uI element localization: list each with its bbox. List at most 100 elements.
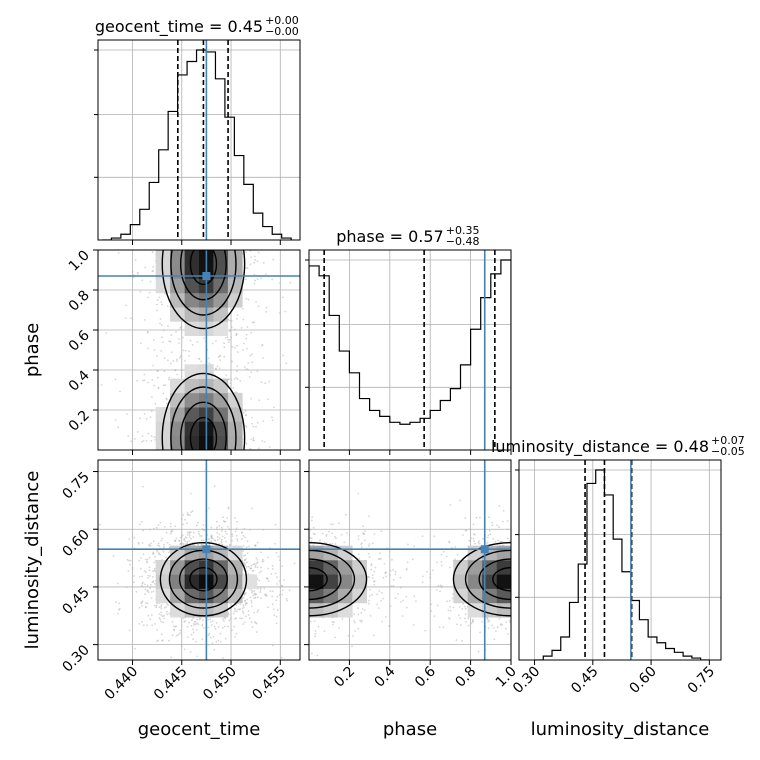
sample-point <box>149 528 151 531</box>
sample-point <box>163 614 165 617</box>
sample-point <box>596 555 598 557</box>
sample-point <box>245 368 248 371</box>
sample-point <box>246 540 249 543</box>
sample-point <box>246 267 249 270</box>
sample-point <box>244 599 247 602</box>
sample-point <box>130 440 133 443</box>
sample-point <box>528 591 530 593</box>
sample-point <box>167 551 170 554</box>
sample-point <box>147 296 150 299</box>
sample-point <box>517 566 519 568</box>
sample-point <box>187 453 189 455</box>
sample-point <box>491 624 494 627</box>
sample-point <box>189 143 191 145</box>
sample-point <box>574 609 576 611</box>
sample-point <box>239 380 242 382</box>
sample-point <box>195 505 197 507</box>
sample-point <box>551 589 553 591</box>
sample-point <box>540 588 542 590</box>
sample-point <box>186 216 188 218</box>
sample-point <box>379 552 381 555</box>
sample-point <box>531 555 533 557</box>
sample-point <box>199 241 201 243</box>
sample-point <box>190 633 193 636</box>
sample-point <box>249 596 252 599</box>
sample-point <box>260 557 262 559</box>
sample-point <box>187 503 189 505</box>
sample-point <box>258 236 260 238</box>
sample-point <box>229 241 231 243</box>
sample-point <box>174 243 176 245</box>
sample-point <box>162 384 165 387</box>
sample-point <box>252 594 255 597</box>
sample-point <box>207 245 209 247</box>
sample-point <box>304 565 306 567</box>
sample-point <box>252 425 255 428</box>
sample-point <box>530 559 532 561</box>
sample-point <box>520 573 522 575</box>
sample-point <box>185 454 187 456</box>
sample-point <box>183 462 185 464</box>
sample-point <box>256 552 258 554</box>
sample-point <box>227 507 230 510</box>
sample-point <box>247 298 250 301</box>
sample-point <box>162 392 165 395</box>
sample-point <box>253 597 256 599</box>
histogram-bin <box>604 495 613 660</box>
sample-point <box>292 594 294 596</box>
sample-point <box>251 321 254 324</box>
sample-point <box>383 563 386 565</box>
sample-point <box>210 526 213 529</box>
sample-point <box>155 303 158 306</box>
sample-point <box>560 551 562 553</box>
sample-point <box>257 521 259 523</box>
sample-point <box>236 524 238 526</box>
sample-point <box>316 654 319 657</box>
sample-point <box>179 629 182 632</box>
sample-point <box>224 467 226 469</box>
sample-point <box>240 202 242 204</box>
sample-point <box>235 632 238 635</box>
sample-point <box>182 336 184 339</box>
sample-point <box>243 479 245 481</box>
sample-point <box>202 619 204 622</box>
sample-point <box>244 425 247 427</box>
sample-point <box>152 540 155 542</box>
density-cell <box>184 378 200 394</box>
sample-point <box>190 229 192 231</box>
sample-point <box>296 589 298 591</box>
sample-point <box>243 621 246 624</box>
sample-point <box>246 196 248 198</box>
sample-point <box>579 566 581 568</box>
sample-point <box>364 530 366 532</box>
sample-point <box>526 599 528 601</box>
sample-point <box>198 618 201 621</box>
sample-point <box>213 527 215 529</box>
sample-point <box>100 384 103 386</box>
sample-point <box>376 593 378 596</box>
sample-point <box>237 199 239 201</box>
sample-point <box>373 533 376 535</box>
sample-point <box>235 453 237 455</box>
sample-point <box>257 574 259 576</box>
sample-point <box>540 595 542 597</box>
sample-point <box>211 464 213 466</box>
sample-point <box>263 610 265 612</box>
sample-point <box>274 595 276 597</box>
sample-point <box>302 571 304 573</box>
sample-point <box>250 599 253 602</box>
sample-point <box>213 625 216 628</box>
sample-point <box>192 241 194 243</box>
sample-point <box>294 564 296 566</box>
histogram-step <box>534 469 710 660</box>
sample-point <box>289 563 291 565</box>
sample-point <box>184 540 187 543</box>
sample-point <box>541 552 543 554</box>
sample-point <box>512 599 514 601</box>
sample-point <box>200 535 203 537</box>
sample-point <box>557 589 559 591</box>
sample-point <box>259 546 261 548</box>
sample-point <box>255 456 257 458</box>
sample-point <box>133 536 136 539</box>
sample-point <box>199 224 201 226</box>
